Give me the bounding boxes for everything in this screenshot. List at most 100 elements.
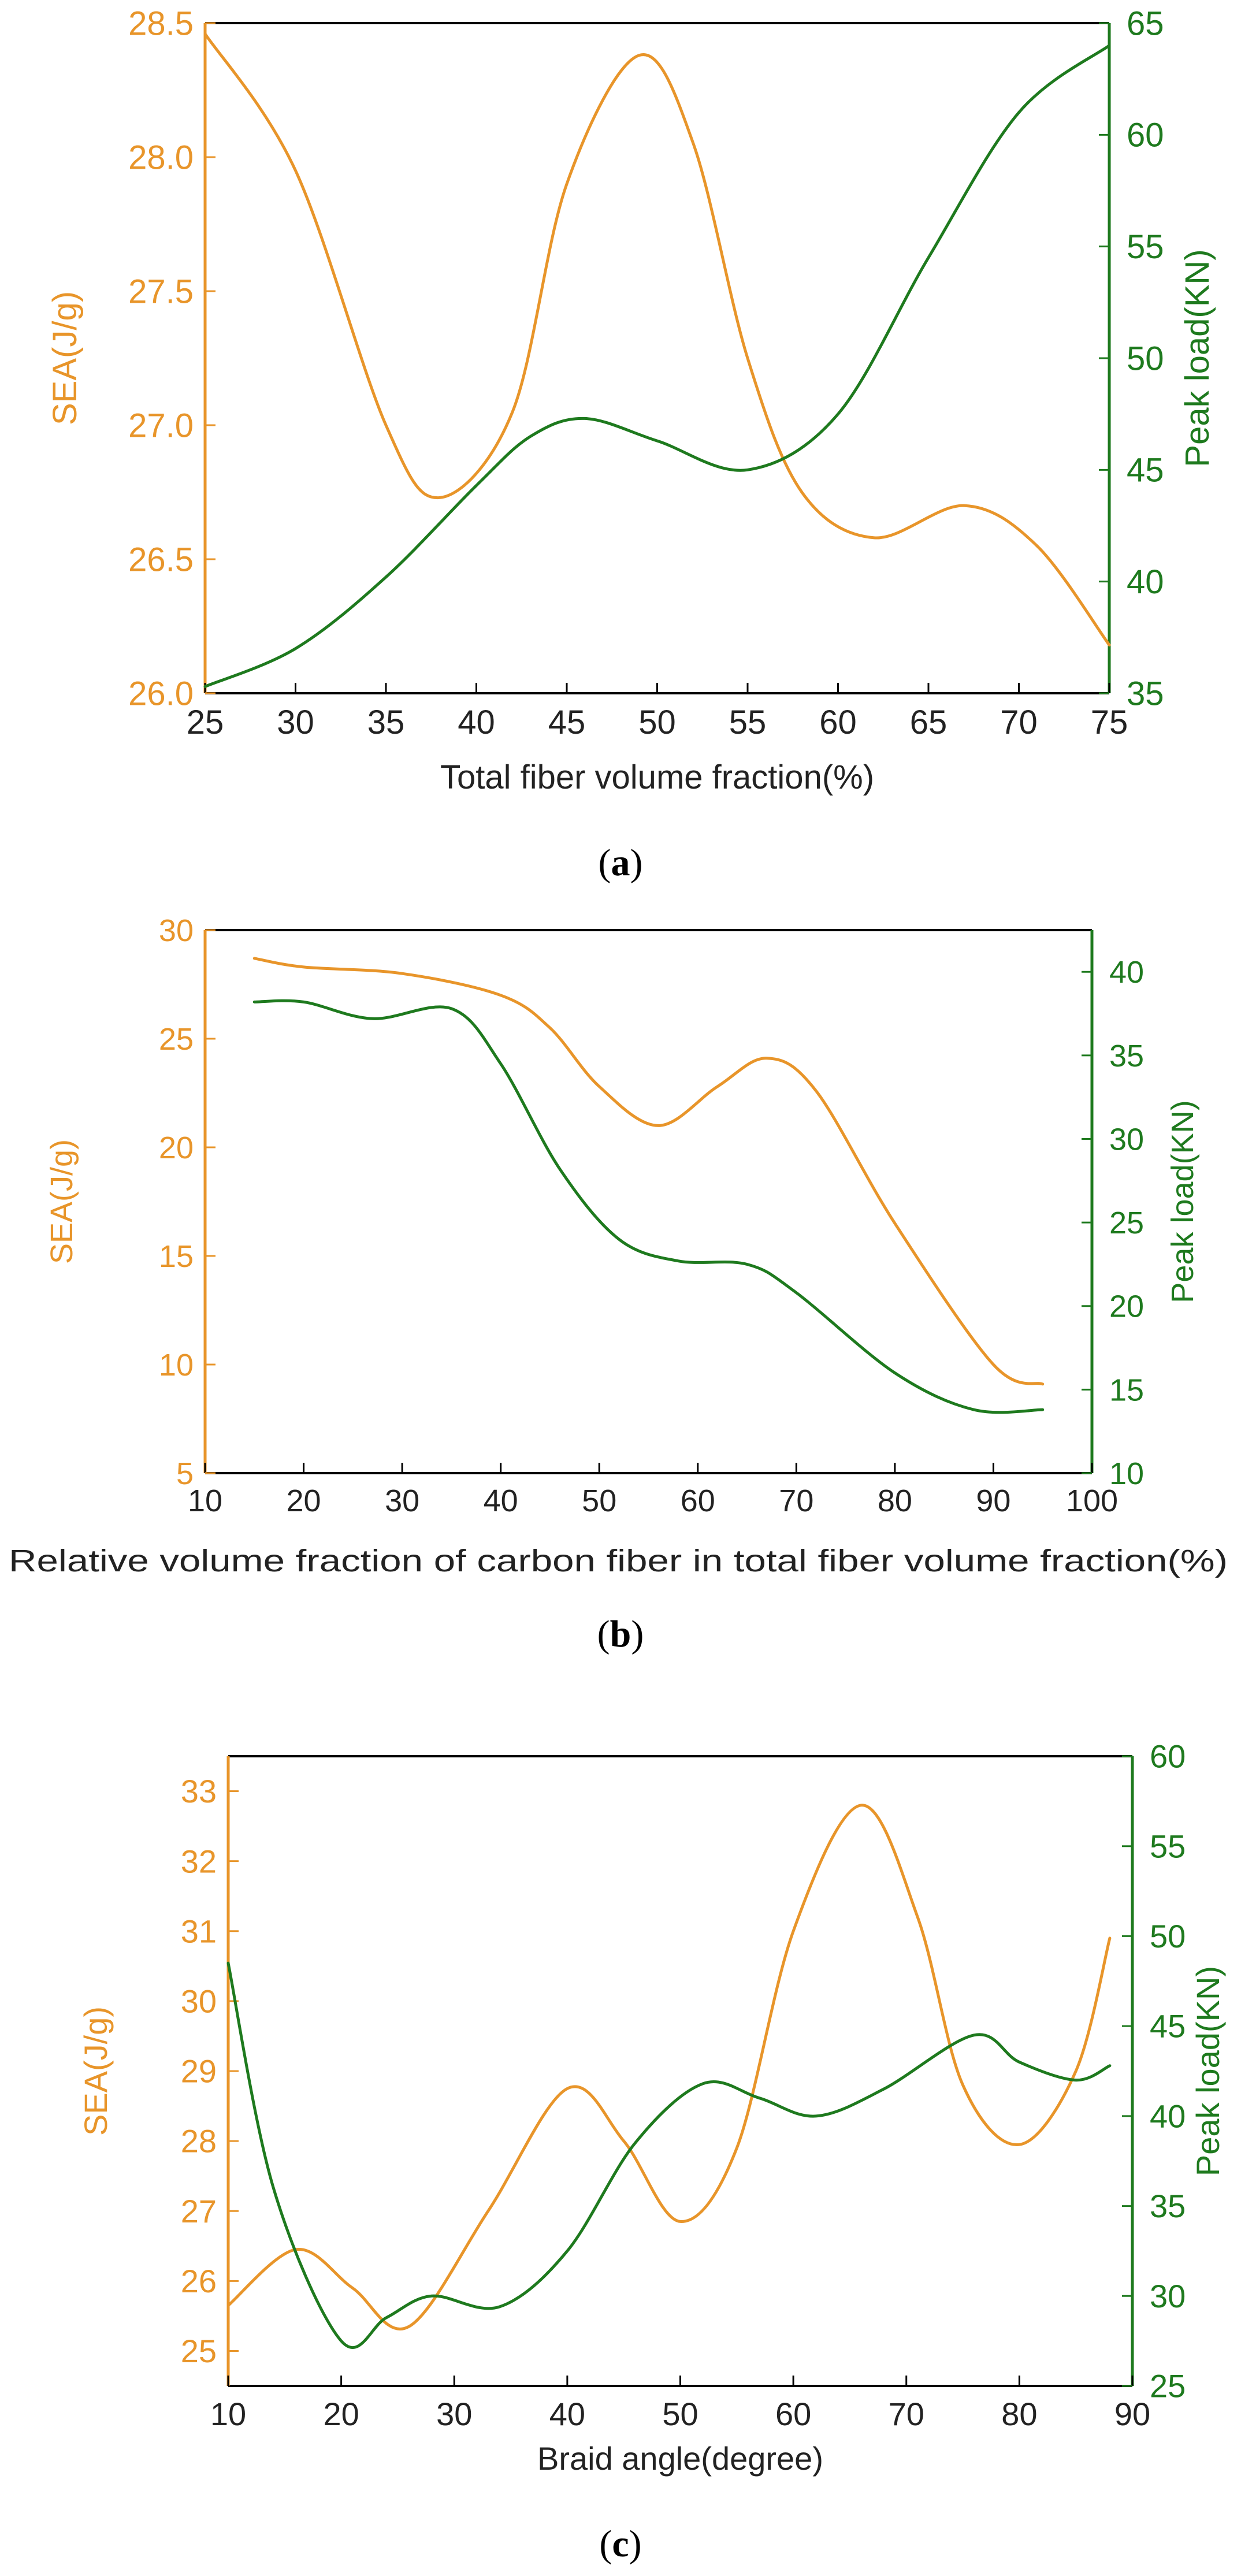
left-y-tick-label: 5 — [176, 1456, 194, 1491]
x-tick-label: 20 — [323, 2396, 359, 2432]
x-tick-label: 30 — [436, 2396, 472, 2432]
right-y-tick-label: 65 — [1127, 5, 1164, 42]
right-y-tick-label: 45 — [1127, 452, 1164, 489]
left-y-tick-label: 26.5 — [128, 541, 194, 578]
x-tick-label: 30 — [385, 1484, 419, 1518]
right-y-axis-label: Peak load(KN) — [1165, 1100, 1200, 1303]
x-tick-label: 20 — [287, 1484, 321, 1518]
left-y-tick-label: 30 — [159, 913, 194, 948]
x-tick-label: 70 — [779, 1484, 813, 1518]
x-tick-label: 30 — [277, 704, 314, 741]
x-axis-label: Total fiber volume fraction(%) — [440, 759, 874, 796]
chart-b: 10 20 30 40 50 60 70 80 90 1005101520253010152025… — [9, 913, 1228, 1655]
x-axis-label: Braid angle(degree) — [537, 2440, 823, 2477]
right-y-tick-label: 35 — [1150, 2188, 1186, 2224]
peak-load-series-line — [252, 999, 1045, 1414]
left-y-tick-label: 25 — [181, 2333, 217, 2369]
right-y-tick-label: 60 — [1150, 1738, 1186, 1775]
chart-c: 10 20 30 40 50 60 70 80 902526272829303132332530… — [77, 1738, 1226, 2565]
x-tick-label: 35 — [367, 704, 405, 741]
x-tick-label: 75 — [1091, 704, 1128, 741]
x-tick-label: 60 — [681, 1484, 715, 1518]
x-tick-label: 10 — [210, 2396, 246, 2432]
x-tick-label: 40 — [458, 704, 495, 741]
caption-close-paren: ) — [630, 842, 643, 884]
left-y-tick-label: 15 — [159, 1239, 194, 1274]
right-y-tick-label: 40 — [1150, 2098, 1186, 2134]
x-tick-label: 100 — [1066, 1484, 1118, 1518]
caption-open-paren: ( — [599, 842, 611, 884]
x-tick-label: 40 — [484, 1484, 518, 1518]
right-y-tick-label: 30 — [1109, 1122, 1144, 1157]
left-y-tick-label: 32 — [181, 1843, 217, 1879]
x-tick-label: 90 — [976, 1484, 1010, 1518]
x-tick-label: 60 — [819, 704, 857, 741]
left-y-tick-label: 27.5 — [128, 273, 194, 310]
left-y-axis-label: SEA(J/g) — [44, 1139, 79, 1264]
right-y-tick-label: 35 — [1109, 1039, 1144, 1073]
x-tick-label: 90 — [1114, 2396, 1150, 2432]
caption-letter: a — [611, 842, 630, 884]
right-y-tick-label: 50 — [1150, 1918, 1186, 1954]
right-y-tick-label: 25 — [1109, 1206, 1144, 1240]
panel-caption: (a) — [599, 842, 643, 884]
x-tick-label: 65 — [910, 704, 948, 741]
caption-close-paren: ) — [631, 1613, 644, 1655]
x-tick-label: 10 — [188, 1484, 222, 1518]
chart-a: 25 30 35 40 45 50 55 60 65 70 75 26.0 26.5 27.0 27.5 28… — [46, 5, 1216, 884]
right-y-tick-label: 35 — [1127, 675, 1164, 712]
x-tick-label: 45 — [548, 704, 586, 741]
right-y-tick-label: 15 — [1109, 1373, 1144, 1407]
left-y-tick-label: 10 — [159, 1348, 194, 1382]
x-tick-label: 50 — [638, 704, 676, 741]
x-tick-label: 55 — [729, 704, 767, 741]
x-tick-label: 70 — [889, 2396, 924, 2432]
panel-caption: (b) — [597, 1613, 644, 1655]
x-tick-label: 40 — [549, 2396, 585, 2432]
left-y-tick-label: 27 — [181, 2193, 217, 2229]
right-y-axis-label: Peak load(KN) — [1190, 1966, 1226, 2176]
left-y-tick-label: 25 — [159, 1022, 194, 1057]
caption-close-paren: ) — [629, 2523, 642, 2565]
x-tick-label: 80 — [878, 1484, 912, 1518]
panel-caption: (c) — [599, 2523, 641, 2565]
right-y-tick-label: 25 — [1150, 2368, 1186, 2404]
left-y-tick-label: 28 — [181, 2123, 217, 2159]
x-tick-label: 60 — [775, 2396, 811, 2432]
left-y-tick-label: 30 — [181, 1983, 217, 2019]
right-y-tick-label: 40 — [1109, 955, 1144, 990]
x-axis-label: Relative volume fraction of carbon fiber… — [9, 1544, 1228, 1578]
x-tick-label: 50 — [662, 2396, 698, 2432]
sea-series-line — [252, 957, 1045, 1386]
left-y-tick-label: 29 — [181, 2053, 217, 2090]
right-y-tick-label: 55 — [1127, 228, 1164, 266]
left-y-tick-label: 26 — [181, 2263, 217, 2299]
x-tick-label: 50 — [582, 1484, 616, 1518]
peak-load-series-line — [203, 44, 1111, 688]
right-y-tick-label: 50 — [1127, 340, 1164, 377]
right-y-tick-label: 60 — [1127, 117, 1164, 154]
left-y-tick-label: 28.5 — [128, 5, 194, 42]
right-y-tick-label: 10 — [1109, 1456, 1144, 1491]
caption-open-paren: ( — [599, 2523, 612, 2565]
x-tick-label: 25 — [187, 704, 224, 741]
right-y-axis-label: Peak load(KN) — [1179, 249, 1216, 467]
left-y-tick-label: 26.0 — [128, 675, 194, 712]
right-y-tick-label: 45 — [1150, 2008, 1186, 2045]
left-y-tick-label: 33 — [181, 1773, 217, 1809]
left-y-tick-label: 27.0 — [128, 407, 194, 444]
left-y-tick-label: 31 — [181, 1913, 217, 1949]
right-y-tick-label: 20 — [1109, 1289, 1144, 1324]
caption-letter: b — [610, 1613, 631, 1655]
left-y-axis-label: SEA(J/g) — [77, 2006, 114, 2136]
right-y-tick-label: 55 — [1150, 1828, 1186, 1864]
left-y-tick-label: 20 — [159, 1131, 194, 1165]
right-y-tick-label: 30 — [1150, 2278, 1186, 2314]
right-y-tick-label: 40 — [1127, 563, 1164, 601]
x-tick-label: 80 — [1001, 2396, 1037, 2432]
caption-letter: c — [612, 2523, 629, 2565]
left-y-axis-label: SEA(J/g) — [46, 291, 84, 425]
left-y-tick-label: 28.0 — [128, 139, 194, 176]
caption-open-paren: ( — [597, 1613, 610, 1655]
